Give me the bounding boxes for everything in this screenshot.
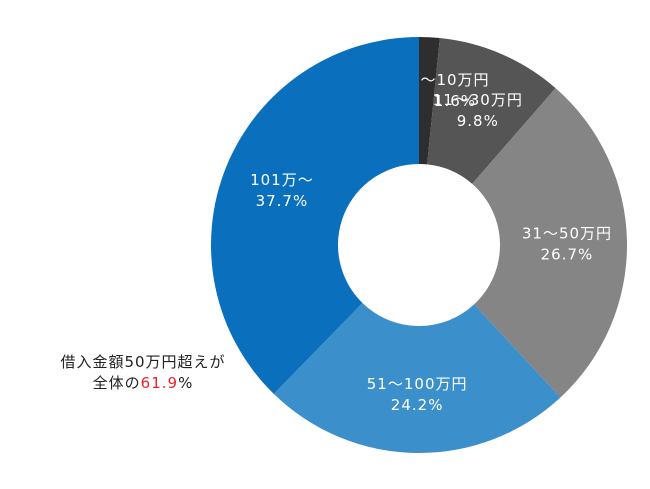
slice-value-label: 26.7% bbox=[541, 246, 594, 264]
slice-value-label: 9.8% bbox=[457, 112, 499, 130]
slice-label: ～10万円 1.6% bbox=[420, 71, 489, 110]
slice-category-label: ～10万円 bbox=[420, 71, 489, 89]
slice-value-label: 37.7% bbox=[256, 192, 309, 210]
slice-label: 31～50万円 26.7% bbox=[522, 225, 612, 264]
annotation-highlight-value: 61.9 bbox=[140, 374, 179, 392]
donut-slice bbox=[419, 37, 440, 165]
annotation-suffix: % bbox=[178, 374, 194, 392]
slice-category-label: 101万～ bbox=[250, 171, 314, 189]
donut-slices bbox=[210, 37, 627, 453]
slice-label: 101万～ 37.7% bbox=[250, 171, 314, 210]
annotation-prefix: 全体の bbox=[92, 374, 141, 392]
annotation-line-1: 借入金額50万円超えが bbox=[60, 353, 226, 371]
slice-category-label: 31～50万円 bbox=[522, 225, 612, 243]
donut-slice bbox=[210, 37, 419, 394]
loan-summary-annotation: 借入金額50万円超えが 全体の61.9% bbox=[44, 352, 242, 394]
donut-slice bbox=[427, 38, 556, 184]
slice-value-label: 1.6% bbox=[434, 92, 476, 110]
slice-value-label: 24.2% bbox=[391, 396, 444, 414]
slice-labels: ～10万円 1.6%11～30万円 9.8% 31～50万円 26.7% 51～100万円… bbox=[250, 71, 612, 414]
slice-category-label: 11～30万円 bbox=[433, 91, 523, 109]
slice-label: 51～100万円 24.2% bbox=[367, 375, 468, 414]
slice-category-label: 51～100万円 bbox=[367, 375, 468, 393]
slice-label: 11～30万円 9.8% bbox=[433, 91, 523, 130]
donut-slice bbox=[472, 88, 627, 398]
donut-slice bbox=[273, 302, 561, 453]
annotation-line-2: 全体の61.9% bbox=[44, 373, 242, 394]
